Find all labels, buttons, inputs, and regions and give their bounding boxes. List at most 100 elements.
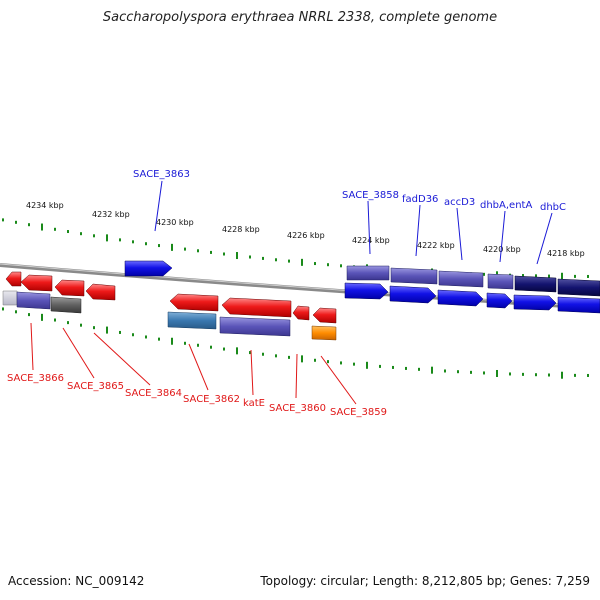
- minor-tick: [418, 367, 420, 371]
- gene-sace-3865[interactable]: [50, 296, 82, 314]
- minor-tick: [67, 230, 69, 234]
- minor-tick: [353, 362, 355, 366]
- minor-tick: [314, 262, 316, 266]
- major-tick: [171, 243, 173, 251]
- gene-accd3-lower[interactable]: [437, 289, 484, 307]
- minor-tick: [535, 274, 537, 278]
- major-tick: [561, 272, 563, 280]
- minor-tick: [574, 274, 576, 278]
- minor-tick: [145, 335, 147, 339]
- gene-sace-3862[interactable]: [167, 311, 217, 330]
- label-sace-3858: SACE_3858: [342, 190, 399, 201]
- minor-tick: [210, 250, 212, 254]
- label-sace-3859: SACE_3859: [330, 407, 387, 418]
- gene-dhba-lower[interactable]: [486, 292, 513, 309]
- major-tick: [236, 252, 238, 260]
- forward-genes: [124, 260, 600, 314]
- minor-tick: [80, 323, 82, 327]
- gene-sace-3862-upper[interactable]: [169, 293, 219, 312]
- label-accd3: accD3: [444, 197, 475, 208]
- kbp-label-4232: 4232 kbp: [92, 210, 130, 219]
- gene-fadd36-lower[interactable]: [389, 285, 437, 304]
- minor-tick: [119, 238, 121, 242]
- scale-ticks-bottom: [2, 307, 589, 379]
- topology-text: Topology: circular; Length: 8,212,805 bp…: [260, 574, 590, 588]
- leader-sace-3860: [295, 353, 298, 399]
- major-tick: [106, 234, 108, 242]
- gene-kate[interactable]: [219, 316, 291, 337]
- minor-tick: [405, 366, 407, 370]
- leader-accd3: [456, 207, 463, 261]
- gene-sace-3864-upper[interactable]: [85, 283, 116, 301]
- minor-tick: [327, 360, 329, 364]
- gene-far-lower[interactable]: [557, 296, 600, 314]
- minor-tick: [483, 371, 485, 375]
- gene-kate-upper[interactable]: [221, 297, 292, 318]
- minor-tick: [587, 373, 589, 377]
- gene-downstream-forward[interactable]: [557, 278, 600, 297]
- gene-sace-3858-lower[interactable]: [344, 282, 389, 300]
- leader-sace-3866: [30, 322, 34, 371]
- gene-sace-3863[interactable]: [124, 260, 173, 277]
- leader-sace-3865: [62, 327, 95, 379]
- major-tick: [41, 223, 43, 231]
- gene-fadd36[interactable]: [390, 267, 438, 285]
- gene-dhba-enta[interactable]: [487, 273, 514, 290]
- minor-tick: [67, 321, 69, 325]
- minor-tick: [548, 274, 550, 278]
- gene-sace-3866[interactable]: [2, 290, 18, 306]
- minor-tick: [522, 274, 524, 278]
- gene-sace-3859-upper[interactable]: [312, 307, 337, 324]
- minor-tick: [197, 249, 199, 253]
- label-sace-3862: SACE_3862: [183, 394, 240, 405]
- minor-tick: [28, 313, 30, 317]
- minor-tick: [15, 220, 17, 224]
- minor-tick: [80, 232, 82, 236]
- minor-tick: [2, 307, 4, 311]
- gene-sace-3859[interactable]: [311, 325, 337, 341]
- label-sace-3860: SACE_3860: [269, 403, 326, 414]
- minor-tick: [249, 351, 251, 355]
- minor-tick: [158, 244, 160, 248]
- minor-tick: [327, 263, 329, 267]
- kbp-label-4220: 4220 kbp: [483, 245, 521, 254]
- minor-tick: [444, 369, 446, 373]
- kbp-label-4226: 4226 kbp: [287, 231, 325, 240]
- gene-dhbc-lower[interactable]: [513, 294, 557, 311]
- kbp-label-4224: 4224 kbp: [352, 236, 390, 245]
- label-fadd36: fadD36: [402, 194, 438, 205]
- minor-tick: [574, 373, 576, 377]
- kbp-label-4234: 4234 kbp: [26, 201, 64, 210]
- label-dhba-enta: dhbA,entA: [480, 200, 532, 211]
- gene-dhbc[interactable]: [514, 275, 557, 293]
- gene-sace-3865-upper[interactable]: [54, 279, 85, 297]
- accession-text: Accession: NC_009142: [8, 574, 145, 588]
- minor-tick: [54, 227, 56, 231]
- major-tick: [301, 258, 303, 266]
- minor-tick: [132, 240, 134, 244]
- minor-tick: [132, 333, 134, 337]
- minor-tick: [535, 373, 537, 377]
- minor-tick: [288, 259, 290, 263]
- label-kate: katE: [243, 398, 265, 409]
- kbp-label-4228: 4228 kbp: [222, 225, 260, 234]
- gene-sace-3866-upper[interactable]: [20, 274, 53, 292]
- minor-tick: [522, 372, 524, 376]
- minor-tick: [340, 361, 342, 365]
- leader-kate: [250, 349, 254, 396]
- minor-tick: [93, 234, 95, 238]
- major-tick: [41, 313, 43, 321]
- minor-tick: [457, 370, 459, 374]
- minor-tick: [288, 355, 290, 359]
- gene-sace-3860-upper[interactable]: [292, 305, 310, 321]
- minor-tick: [392, 365, 394, 369]
- minor-tick: [210, 345, 212, 349]
- gene-left-small-reverse[interactable]: [5, 271, 22, 287]
- minor-tick: [2, 218, 4, 222]
- major-tick: [236, 347, 238, 355]
- minor-tick: [262, 256, 264, 260]
- gene-sace-3866b[interactable]: [16, 291, 51, 310]
- gene-accd3[interactable]: [438, 270, 484, 288]
- gene-sace-3858[interactable]: [346, 265, 390, 281]
